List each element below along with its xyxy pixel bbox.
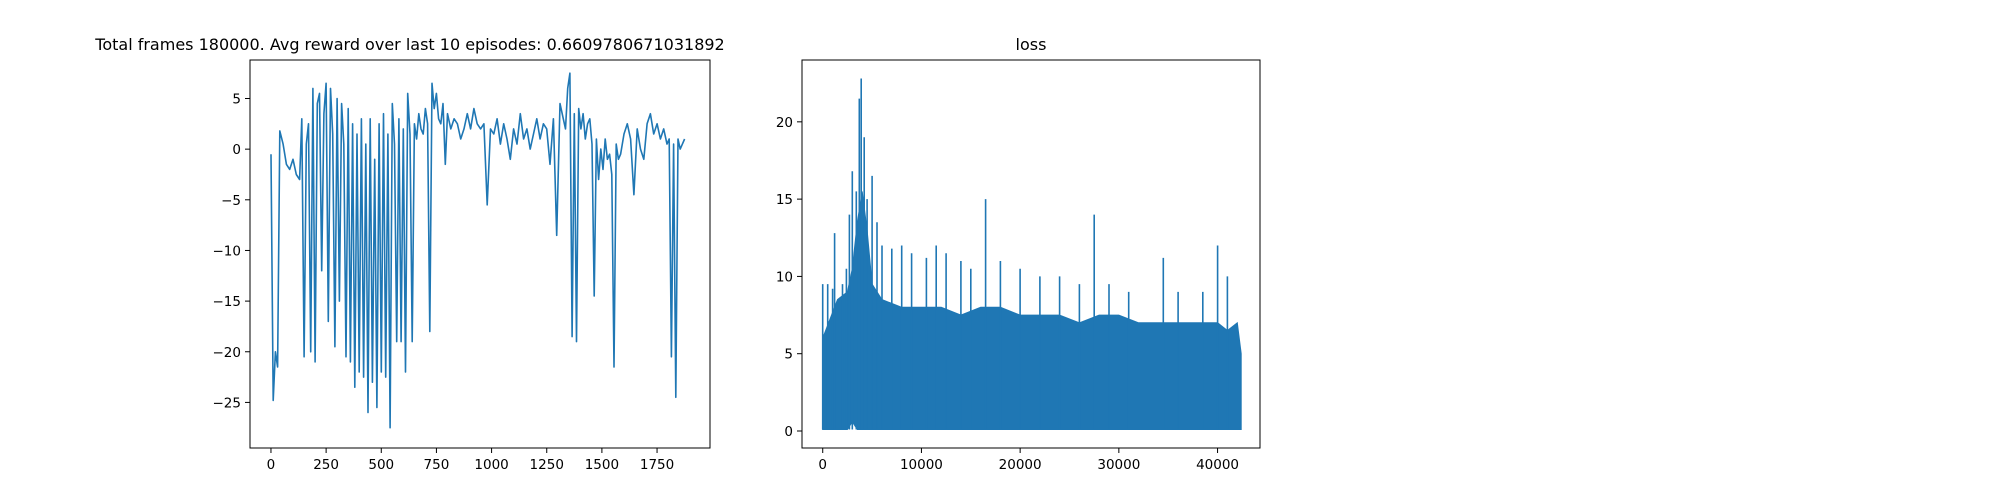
reward-x-tick-label: 1500 [585,457,619,473]
loss-y-tick-label: 15 [776,192,793,208]
reward-y-tick-label: 0 [232,142,241,158]
loss-x-tick-label: 20000 [999,457,1042,473]
reward-y-tick-label: 5 [232,91,241,107]
reward-x-tick-label: 500 [368,457,394,473]
reward-y-tick-label: −5 [221,193,241,209]
loss-y-tick-label: 20 [776,115,793,131]
reward-x-tick-label: 250 [313,457,339,473]
reward-x-tick-label: 1750 [640,457,674,473]
reward-chart: Total frames 180000. Avg reward over las… [94,35,724,473]
reward-chart-title: Total frames 180000. Avg reward over las… [94,35,724,54]
reward-x-tick-label: 0 [267,457,276,473]
reward-y-tick-label: −10 [213,243,242,259]
loss-y-tick-label: 10 [776,269,793,285]
loss-x-tick-label: 30000 [1097,457,1140,473]
loss-x-tick-label: 40000 [1196,457,1239,473]
loss-y-tick-label: 0 [784,424,793,440]
reward-x-tick-label: 1250 [530,457,564,473]
loss-y-tick-label: 5 [784,347,793,363]
reward-x-tick-label: 750 [424,457,450,473]
loss-x-tick-label: 10000 [900,457,943,473]
reward-y-tick-label: −20 [213,345,242,361]
loss-x-tick-label: 0 [818,457,827,473]
loss-series-area [822,191,1242,430]
loss-chart: loss 0 10000 20000 30000 40000 20 15 10 5 0 [776,35,1261,473]
loss-chart-axes-frame [801,59,1261,449]
reward-y-tick-label: −15 [213,294,242,310]
reward-x-tick-label: 1000 [474,457,508,473]
loss-chart-title: loss [1016,35,1047,54]
reward-chart-axes-frame [249,59,711,449]
reward-series-line [270,72,686,429]
reward-y-tick-label: −25 [213,395,242,411]
